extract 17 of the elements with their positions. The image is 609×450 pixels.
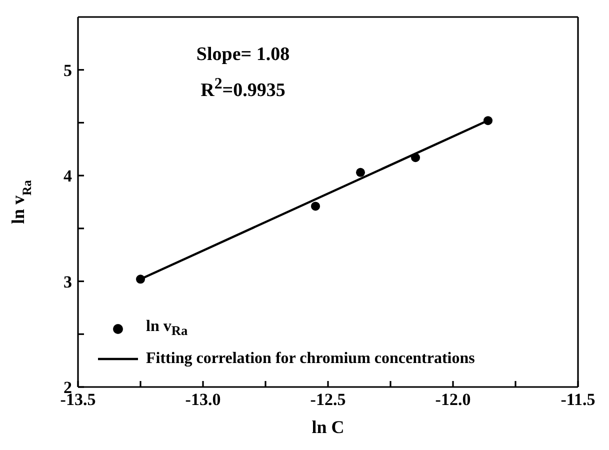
legend-label: ln v$_{Ra}$ bbox=[146, 318, 188, 340]
legend-label: Fitting correlation for chromium concentrations bbox=[146, 350, 475, 368]
x-axis-title: ln C bbox=[312, 417, 344, 437]
point bbox=[410, 153, 420, 162]
annotation: R$^{2}$=0.9935 bbox=[200, 76, 286, 102]
y-tick-label: 5 bbox=[64, 60, 72, 80]
x-tick-label: -12.5 bbox=[310, 390, 346, 410]
x-tick-label: -11.5 bbox=[560, 390, 596, 410]
x-tick-label: -12.0 bbox=[435, 390, 471, 410]
y-tick-label: 3 bbox=[64, 272, 72, 292]
point bbox=[310, 202, 320, 211]
point bbox=[136, 274, 146, 284]
point bbox=[483, 116, 493, 126]
x-tick-label: -13.0 bbox=[185, 390, 221, 410]
annotation: Slope= 1.08 bbox=[196, 44, 290, 65]
y-tick-label: 4 bbox=[64, 166, 72, 186]
point bbox=[356, 168, 366, 177]
